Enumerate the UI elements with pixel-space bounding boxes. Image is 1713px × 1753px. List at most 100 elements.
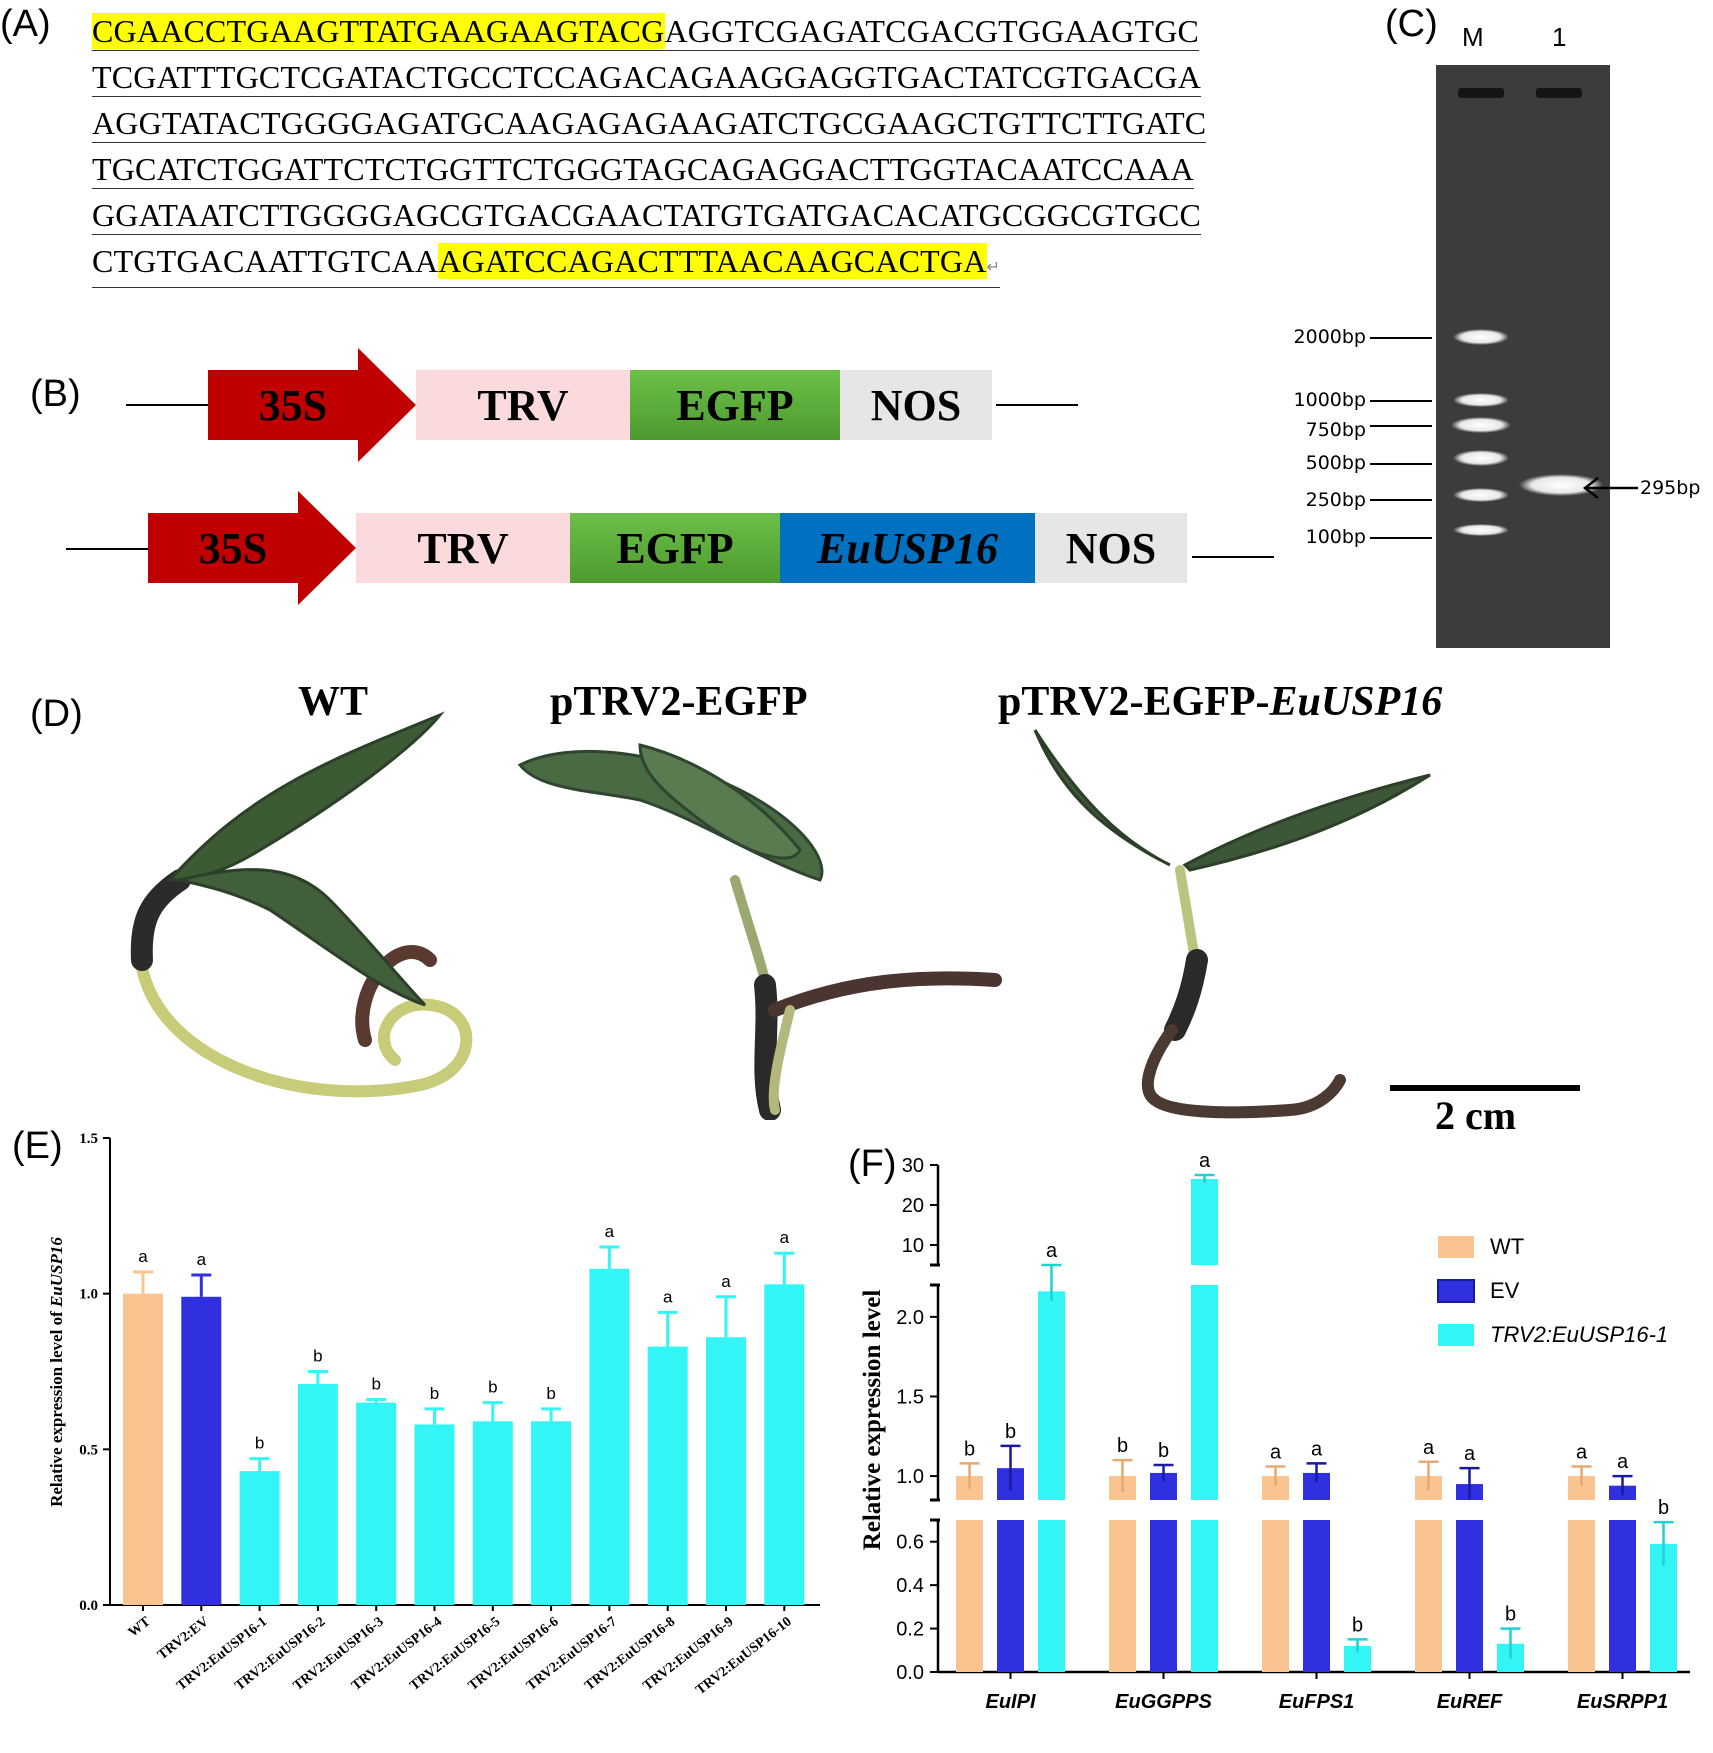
bar (297, 1383, 338, 1605)
significance-letter: b (1117, 1435, 1128, 1457)
ladder-label: 250bp (1305, 489, 1366, 511)
legend-label: WT (1490, 1234, 1524, 1259)
plant-title-prefix: pTRV2-EGFP- (998, 679, 1270, 725)
x-tick-label: EuGGPPS (1115, 1691, 1212, 1713)
nos-box: NOS (1035, 513, 1187, 583)
bar (1109, 1520, 1136, 1672)
bar (956, 1520, 983, 1672)
bar (472, 1421, 513, 1605)
ladder-label: 100bp (1305, 526, 1366, 548)
panel-label-c: (C) (1385, 3, 1438, 45)
significance-letter: a (1270, 1442, 1282, 1464)
bar (1038, 1291, 1065, 1500)
y-axis-label: Relative expression level (859, 1290, 886, 1551)
ladder-tick (1370, 337, 1432, 339)
promoter-arrow-icon: 35S (208, 348, 416, 462)
ladder-label: 1000bp (1293, 389, 1366, 411)
significance-letter: b (1352, 1614, 1363, 1636)
significance-letter: b (1005, 1421, 1016, 1443)
significance-letter: a (138, 1247, 148, 1266)
significance-letter: a (1311, 1438, 1323, 1460)
ladder-band-2000 (1453, 329, 1509, 345)
promoter-label: 35S (199, 524, 267, 573)
y-tick-label: 1.5 (896, 1386, 924, 1408)
ladder-band-100 (1453, 524, 1509, 536)
significance-letter: b (430, 1384, 439, 1403)
egfp-box: EGFP (630, 370, 840, 440)
bar (1415, 1520, 1442, 1672)
plant-title-gene: EuUSP16 (1269, 679, 1443, 725)
bar (647, 1346, 688, 1605)
bar (1038, 1520, 1065, 1672)
lane-label-1: 1 (1552, 22, 1567, 52)
significance-letter: a (663, 1287, 673, 1306)
primer-reverse: AGATCCAGACTTTAACAAGCACTGA (438, 243, 987, 279)
vector-line (1192, 556, 1274, 558)
primer-forward: CGAACCTGAAGTTATGAAGAAGTACG (92, 13, 665, 49)
chart-f: 0.0 0.2 0.4 0.6 1.0 1.5 2.0 10 20 30 Relative expr… (859, 1150, 1690, 1713)
ladder-band-500 (1453, 450, 1509, 466)
y-tick-label: 1.0 (896, 1466, 924, 1488)
promoter-arrow-icon: 35S (148, 491, 356, 605)
significance-letter: b (546, 1384, 555, 1403)
significance-letter: b (964, 1438, 975, 1460)
bar (1191, 1520, 1218, 1672)
x-tick-label: TRV2:EuUSP16-10 (693, 1614, 794, 1698)
bar (1262, 1476, 1289, 1500)
y-tick-label: 1.5 (79, 1131, 98, 1147)
significance-letter: a (605, 1222, 615, 1241)
significance-letter: b (313, 1347, 322, 1366)
significance-letter: b (1658, 1497, 1669, 1519)
ladder-tick (1370, 463, 1432, 465)
bar (1456, 1520, 1483, 1672)
ladder-tick (1370, 537, 1432, 539)
ladder-band-1000 (1453, 393, 1509, 407)
panel-label-a: (A) (0, 3, 51, 45)
promoter-label: 35S (259, 381, 327, 430)
sequence-text: AGGTCGAGATCGACGTGGAAGTGC (664, 13, 1200, 49)
band-size-label: 295bp (1640, 477, 1701, 499)
y-tick-label: 20 (902, 1195, 924, 1217)
bar (1262, 1520, 1289, 1672)
legend-item: TRV2:EuUSP16-1 (1438, 1322, 1668, 1347)
bar (414, 1424, 455, 1605)
ladder-tick (1370, 499, 1432, 501)
seedling-wt (130, 711, 473, 1098)
seedling-kd (1033, 729, 1431, 1119)
x-tick-label: EuREF (1437, 1691, 1503, 1713)
ladder-band-250 (1453, 488, 1509, 502)
x-tick-label: TRV2:EV (155, 1614, 212, 1663)
ladder-label: 750bp (1305, 419, 1366, 441)
chart-e: 0.0 0.5 1.0 1.5 Relative expression level of… (47, 1131, 820, 1698)
ladder-label: 500bp (1305, 452, 1366, 474)
sample-band (1519, 474, 1603, 496)
plant-title-wt: WT (298, 679, 369, 725)
significance-letter: a (1464, 1443, 1476, 1465)
nos-box: NOS (840, 370, 992, 440)
bar (706, 1337, 746, 1605)
significance-letter: b (1505, 1604, 1516, 1626)
legend-swatch (1438, 1236, 1474, 1258)
bar (531, 1421, 572, 1605)
significance-letter: a (1199, 1150, 1211, 1172)
panel-label-f: (F) (848, 1143, 897, 1185)
scale-label: 2 cm (1435, 1093, 1517, 1138)
sequence-text: CTGTGACAATTGTCAA (92, 243, 439, 279)
bar (1609, 1520, 1636, 1672)
legend-item: EV (1437, 1278, 1520, 1303)
sequence-line-5: GGATAATCTTGGGGAGCGTGACGAACTATGTGATGACACA… (92, 197, 1202, 235)
bar (764, 1284, 805, 1605)
y-tick-label: 10 (902, 1235, 924, 1257)
panel-label-b: (B) (30, 373, 81, 415)
plant-title-kd: pTRV2-EGFP-EuUSP16 (998, 678, 1442, 726)
significance-letter: a (1046, 1240, 1058, 1262)
sequence-line-3: AGGTATACTGGGGAGATGCAAGAGAGAAGATCTGCGAAGC… (92, 105, 1207, 143)
y-tick-label: 0.0 (896, 1662, 924, 1684)
x-tick-label: EuFPS1 (1279, 1691, 1355, 1713)
significance-letter: b (1158, 1440, 1169, 1462)
significance-letter: a (1576, 1442, 1588, 1464)
gene-box: EuUSP16 (780, 513, 1035, 583)
bar (1191, 1179, 1218, 1265)
vector-line (126, 404, 210, 406)
bar (356, 1402, 397, 1605)
